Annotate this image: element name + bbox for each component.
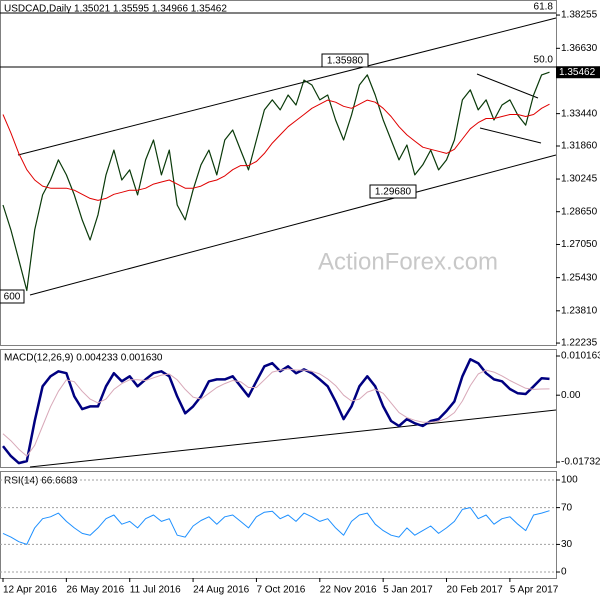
y-tick-label: 1.33440 [561, 108, 598, 119]
triangle-line [476, 73, 539, 99]
fib-label: 50.0 [534, 55, 554, 66]
annotation-box [321, 53, 369, 68]
y-tick-label: 70 [561, 502, 573, 513]
series-line [2, 71, 550, 292]
y-tick-label: 1.22235 [561, 338, 598, 349]
x-tick-label: 5 Jan 2017 [383, 585, 433, 596]
series-line [2, 99, 550, 201]
channel-line [17, 17, 557, 156]
x-tick-label: 20 Feb 2017 [447, 585, 504, 596]
annotation-box [0, 289, 25, 304]
series-line [2, 358, 550, 465]
annotation: 600 [4, 292, 21, 303]
price-panel [0, 0, 557, 346]
y-tick-label: 1.25430 [561, 272, 598, 283]
fib-label: 61.8 [534, 2, 554, 13]
channel-line [29, 154, 557, 296]
panel-title: RSI(14) 66.6683 [4, 476, 78, 487]
x-tick-label: 22 Nov 2016 [320, 585, 377, 596]
y-tick-label: 1.36630 [561, 43, 598, 54]
y-tick-label: 1.23810 [561, 305, 598, 316]
x-tick-label: 24 Aug 2016 [193, 585, 250, 596]
panel-title: MACD(12,26,9) 0.004233 0.001630 [4, 353, 163, 364]
y-tick-label: 0.010163 [561, 351, 600, 362]
macd-trend-line [29, 409, 557, 468]
y-tick-label: 1.28650 [561, 206, 598, 217]
macd-panel [0, 349, 557, 468]
panel-title: USDCAD,Daily 1.35021 1.35595 1.34966 1.3… [4, 4, 227, 15]
y-tick-label: 1.30245 [561, 174, 598, 185]
watermark: ActionForex.com [318, 248, 498, 275]
rsi-panel [0, 471, 557, 579]
annotation-box [369, 184, 417, 199]
x-tick-label: 11 Jul 2016 [130, 585, 181, 596]
series-line [2, 507, 550, 545]
annotation: 1.29680 [375, 187, 412, 198]
x-tick-label: 26 May 2016 [66, 585, 124, 596]
y-tick-label: 1.31860 [561, 141, 598, 152]
y-tick-label: 30 [561, 539, 573, 550]
series-line [2, 368, 550, 457]
annotation: 1.35980 [327, 56, 364, 67]
y-tick-label: 0.00 [561, 390, 581, 401]
y-tick-label: 100 [561, 475, 578, 486]
last-price-box [556, 66, 600, 79]
x-tick-label: 12 Apr 2016 [3, 585, 57, 596]
x-tick-label: 5 Apr 2017 [510, 585, 559, 596]
last-price-label: 1.35462 [559, 67, 596, 78]
x-tick-label: 7 Oct 2016 [256, 585, 305, 596]
y-tick-label: 0 [561, 567, 567, 578]
y-tick-label: 1.27050 [561, 239, 598, 250]
y-tick-label: 1.38255 [561, 10, 598, 21]
triangle-line [479, 127, 542, 144]
y-tick-label: -0.017321 [561, 457, 600, 468]
